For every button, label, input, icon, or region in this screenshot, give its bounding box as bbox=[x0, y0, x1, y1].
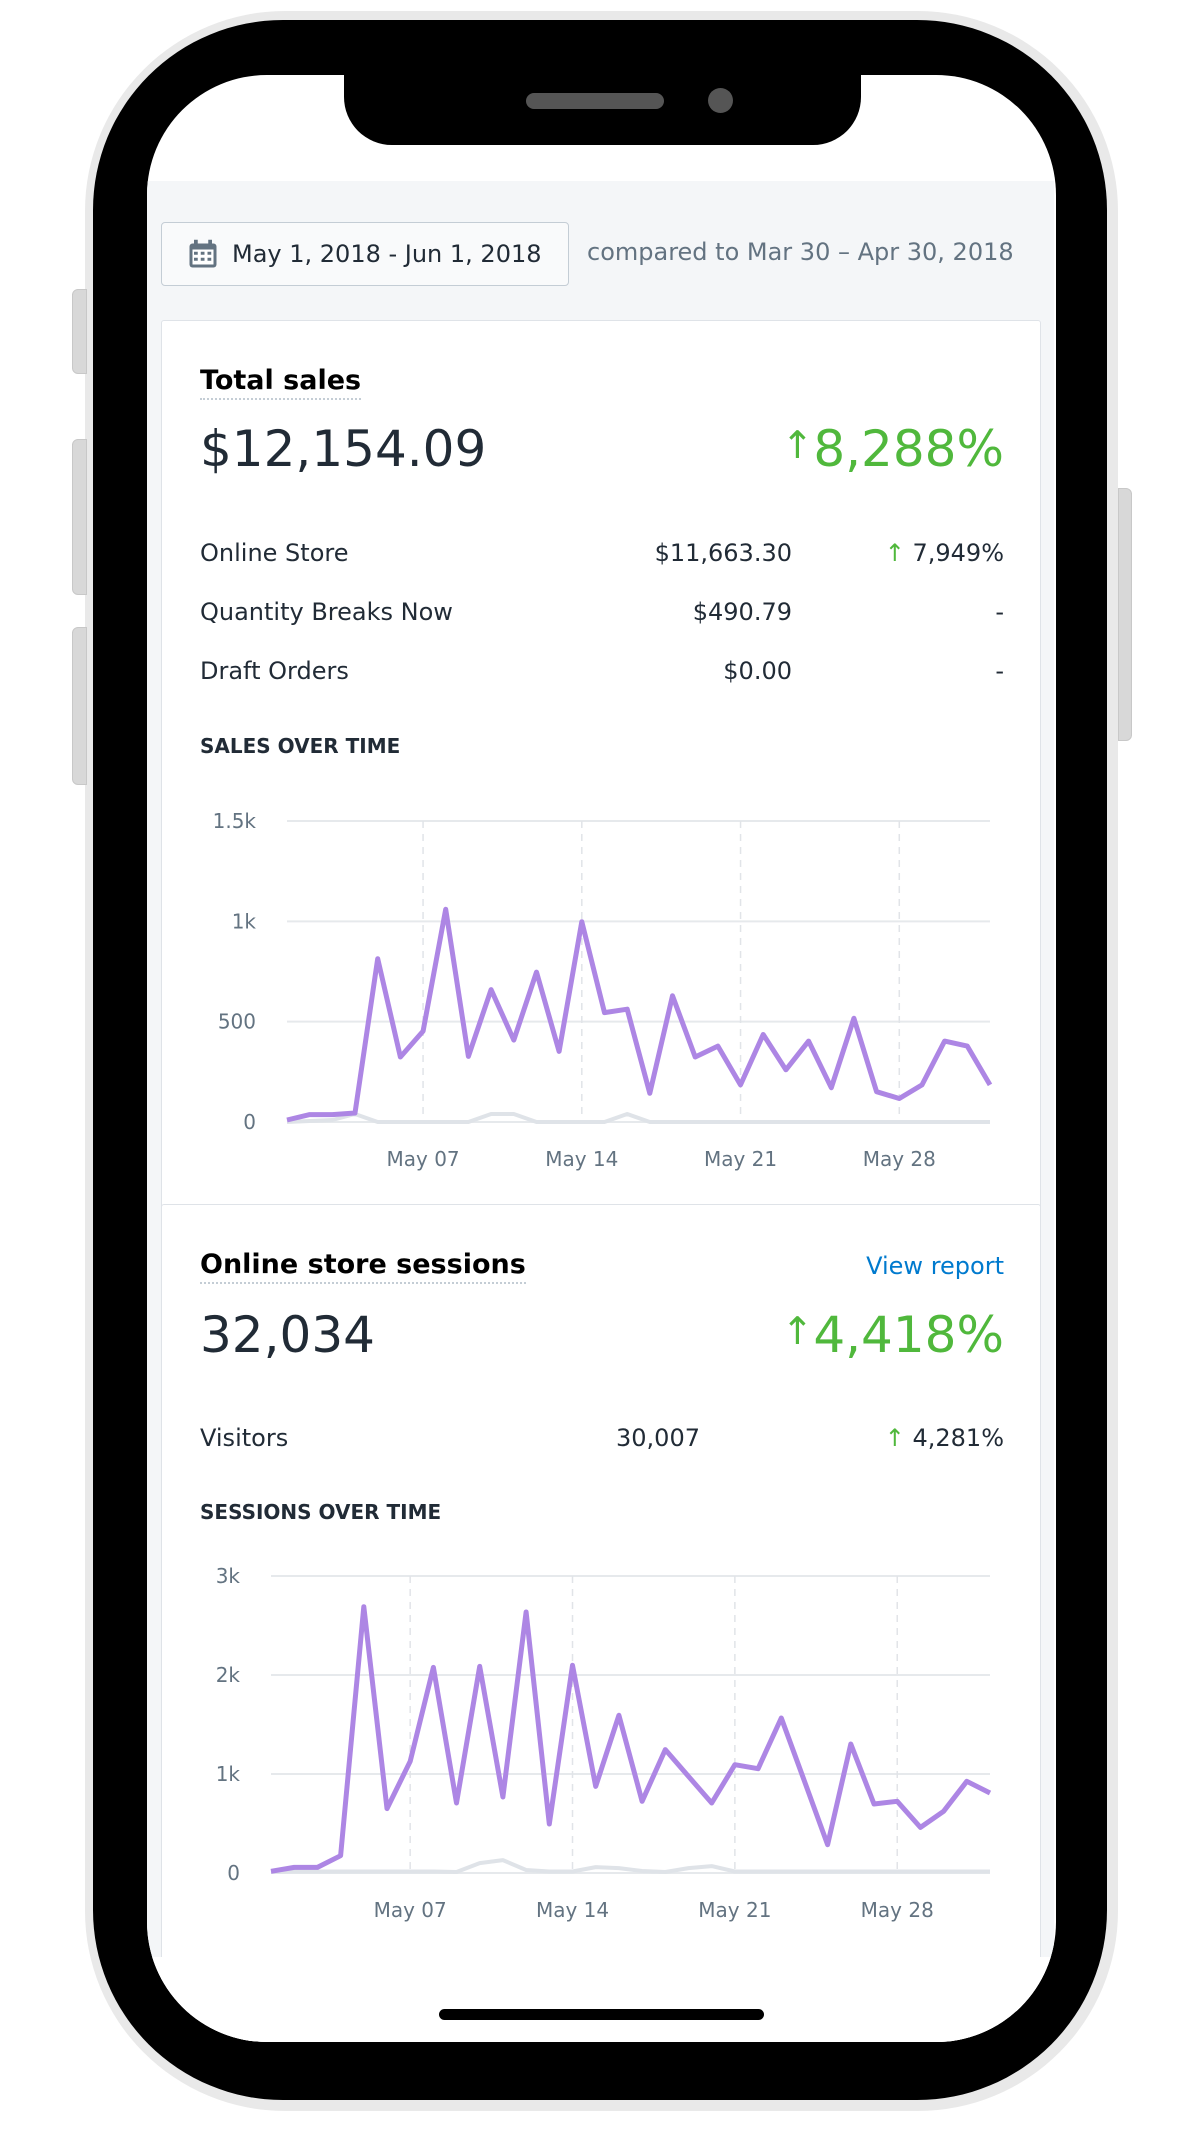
total-sales-change: ↑8,288% bbox=[781, 420, 1005, 478]
speaker bbox=[526, 93, 664, 109]
x-tick-label: May 14 bbox=[536, 1898, 609, 1922]
arrow-up-icon: ↑ bbox=[884, 1424, 905, 1452]
primary-series-line bbox=[286, 906, 993, 1123]
row-change: - bbox=[995, 598, 1004, 626]
row-change: ↑ 7,949% bbox=[884, 539, 1004, 567]
arrow-up-icon: ↑ bbox=[781, 1309, 814, 1353]
screen-bottom bbox=[147, 1957, 1056, 2042]
x-tick-label: May 07 bbox=[386, 1147, 459, 1171]
x-tick-label: May 28 bbox=[861, 1898, 934, 1922]
chart-title: SESSIONS OVER TIME bbox=[200, 1500, 442, 1524]
row-label: Quantity Breaks Now bbox=[200, 598, 453, 626]
primary-series-line bbox=[270, 1604, 992, 1874]
chart-title: SALES OVER TIME bbox=[200, 734, 401, 758]
notch bbox=[344, 75, 861, 145]
y-tick-label: 500 bbox=[218, 1010, 256, 1034]
phone-screen: May 1, 2018 - Jun 1, 2018 compared to Ma… bbox=[147, 75, 1056, 2042]
row-value: $490.79 bbox=[692, 598, 792, 626]
x-tick-label: May 21 bbox=[704, 1147, 777, 1171]
sessions-over-time-chart: 0 1k 2k 3k May 07 May 14 May 21 May 28 bbox=[216, 1564, 992, 1922]
comparison-range: compared to Mar 30 – Apr 30, 2018 bbox=[587, 238, 1014, 266]
power-button bbox=[1118, 488, 1132, 741]
row-change: - bbox=[995, 657, 1004, 685]
camera bbox=[708, 88, 733, 113]
volume-down-button bbox=[72, 627, 87, 785]
row-change: ↑ 4,281% bbox=[884, 1424, 1004, 1452]
x-tick-label: May 07 bbox=[374, 1898, 447, 1922]
sales-over-time-chart: 0 500 1k 1.5k May 07 May 14 May 21 May 28 bbox=[213, 809, 993, 1171]
mute-switch bbox=[72, 289, 87, 374]
sessions-card: Online store sessions View report 32,034… bbox=[161, 1204, 1041, 2042]
y-tick-label: 1k bbox=[232, 909, 257, 933]
x-tick-label: May 28 bbox=[863, 1147, 936, 1171]
x-tick-label: May 21 bbox=[698, 1898, 771, 1922]
comparison-series-line bbox=[270, 1858, 990, 1874]
y-tick-label: 3k bbox=[216, 1564, 241, 1588]
sessions-change: ↑4,418% bbox=[781, 1306, 1005, 1364]
y-tick-label: 0 bbox=[243, 1110, 256, 1134]
x-tick-label: May 14 bbox=[545, 1147, 618, 1171]
y-tick-label: 1k bbox=[216, 1762, 241, 1786]
total-sales-title[interactable]: Total sales bbox=[200, 365, 362, 400]
total-sales-value: $12,154.09 bbox=[200, 420, 487, 478]
row-label: Visitors bbox=[200, 1424, 289, 1452]
calendar-icon bbox=[189, 239, 217, 268]
y-tick-label: 2k bbox=[216, 1663, 241, 1687]
row-label: Draft Orders bbox=[200, 657, 349, 685]
y-tick-label: 0 bbox=[227, 1861, 240, 1885]
volume-up-button bbox=[72, 439, 87, 595]
date-range-button[interactable]: May 1, 2018 - Jun 1, 2018 bbox=[161, 222, 569, 286]
total-sales-card: Total sales $12,154.09 ↑8,288% Online St… bbox=[161, 320, 1041, 1245]
y-tick-label: 1.5k bbox=[213, 809, 257, 833]
view-report-link[interactable]: View report bbox=[866, 1252, 1004, 1280]
home-indicator[interactable] bbox=[439, 2009, 764, 2020]
row-value: 30,007 bbox=[616, 1424, 700, 1452]
sessions-value: 32,034 bbox=[200, 1306, 375, 1364]
row-value: $11,663.30 bbox=[654, 539, 792, 567]
date-range-label: May 1, 2018 - Jun 1, 2018 bbox=[232, 240, 542, 268]
arrow-up-icon: ↑ bbox=[884, 539, 905, 567]
row-value: $0.00 bbox=[723, 657, 792, 685]
row-label: Online Store bbox=[200, 539, 349, 567]
sessions-title[interactable]: Online store sessions bbox=[200, 1249, 526, 1284]
comparison-series-line bbox=[286, 1112, 990, 1124]
arrow-up-icon: ↑ bbox=[781, 423, 814, 467]
